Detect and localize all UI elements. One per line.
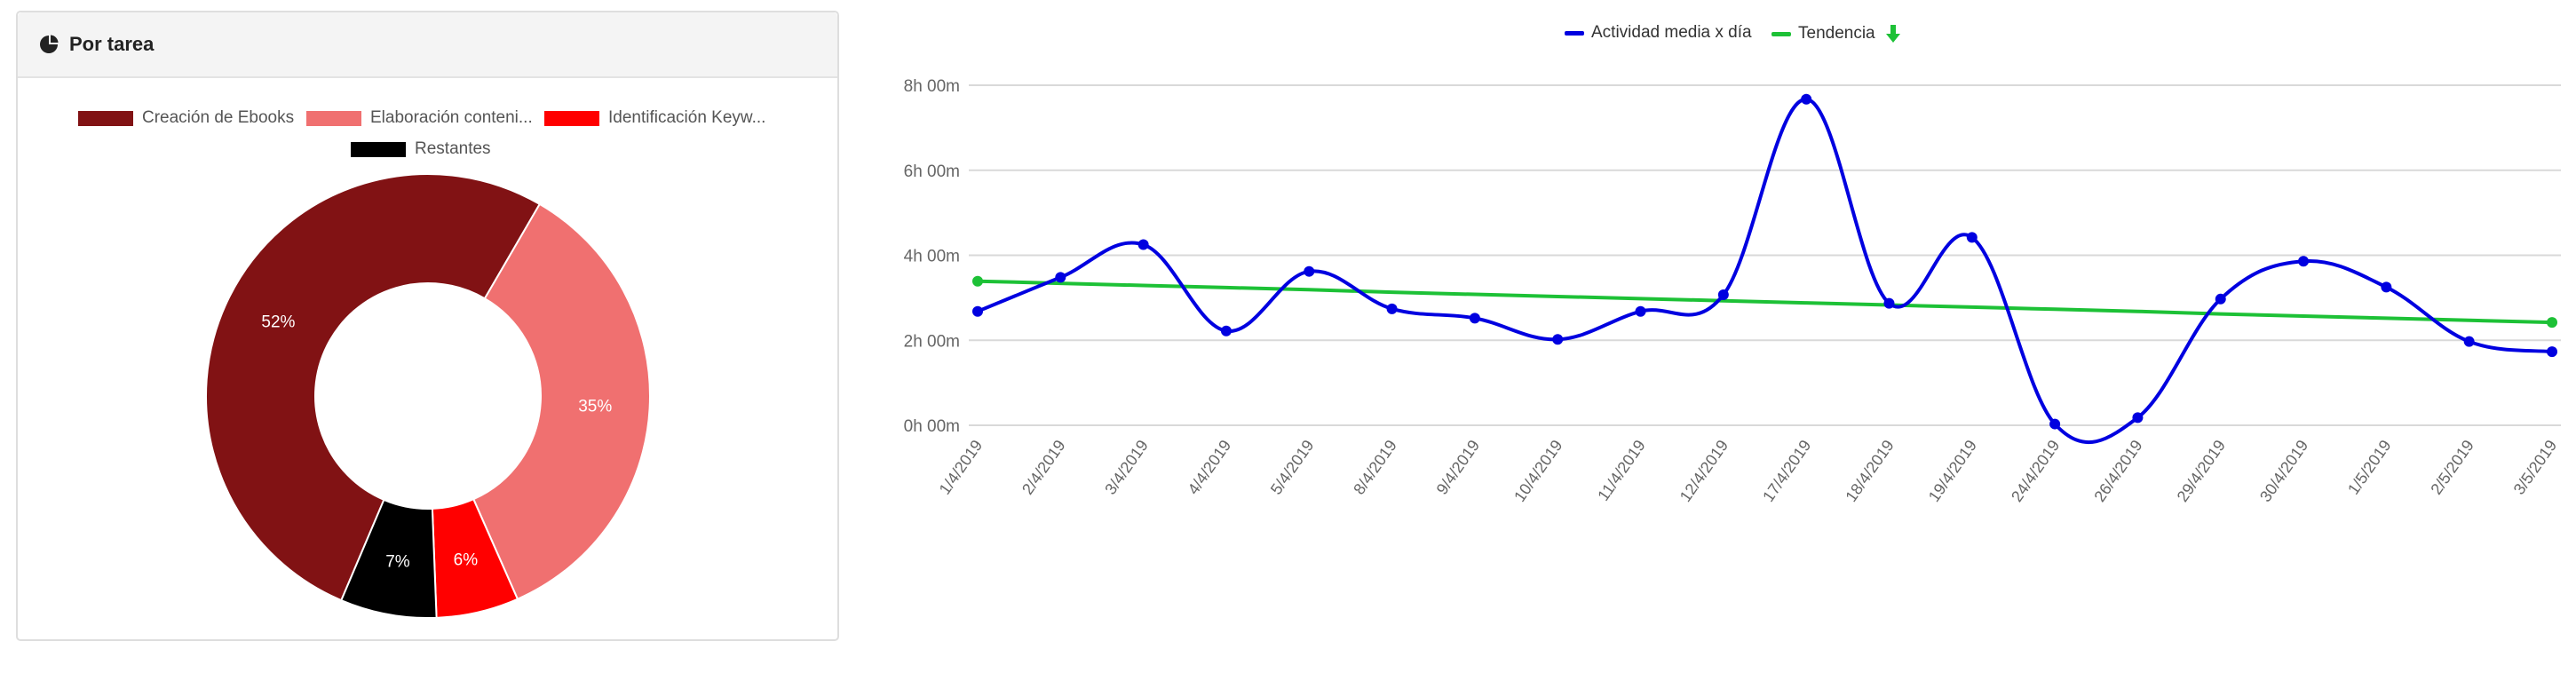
x-tick-label: 10/4/2019 [1510,437,1565,505]
y-tick-label: 4h 00m [904,248,960,266]
arrow-down-icon [1885,25,1900,43]
legend-label: Elaboración conteni... [370,108,533,127]
actividad-point[interactable] [2463,336,2475,347]
actividad-point[interactable] [1055,272,1066,283]
actividad-point[interactable] [1883,297,1895,309]
legend-label: Restantes [415,139,491,158]
legend-swatch [306,110,361,126]
actividad-point[interactable] [1386,303,1398,314]
actividad-point[interactable] [1717,289,1729,301]
x-tick-label: 26/4/2019 [2090,437,2145,505]
x-tick-label: 11/4/2019 [1594,437,1649,504]
actividad-point[interactable] [1966,232,1978,243]
actividad-point[interactable] [1304,265,1315,277]
series-line-actividad [977,97,2553,445]
legend-swatch [351,141,406,157]
pie-chart-icon [40,35,59,53]
x-tick-label: 12/4/2019 [1676,437,1732,505]
legend-swatch [78,110,133,126]
x-tick-label: 3/4/2019 [1101,437,1152,498]
actividad-point[interactable] [1635,305,1646,317]
legend-label: Creación de Ebooks [142,108,295,127]
y-tick-label: 8h 00m [904,77,960,96]
actividad-point[interactable] [2049,418,2061,430]
actividad-point[interactable] [2547,346,2557,358]
x-tick-label: 30/4/2019 [2256,437,2311,505]
x-tick-label: 8/4/2019 [1350,437,1400,498]
tendencia-point[interactable] [972,275,983,287]
actividad-point[interactable] [1469,313,1480,324]
legend-label: Identificación Keyw... [608,108,766,127]
actividad-point[interactable] [1801,93,1812,105]
x-tick-label: 29/4/2019 [2174,437,2229,505]
x-tick-label: 3/5/2019 [2510,437,2561,498]
actividad-point[interactable] [2298,256,2310,267]
donut-slice-4[interactable] [340,498,438,619]
actividad-point[interactable] [1137,239,1149,250]
x-tick-label: 19/4/2019 [1925,437,1980,505]
line-chart: 0h 00m 2h 00m 4h 00m 6h 00m 8h 00m 1/4/2019 2/… [904,77,2561,505]
donut-chart: 52% 35% 6% 7% [205,173,651,619]
y-tick-label: 0h 00m [904,417,960,436]
x-tick-label: 24/4/2019 [2008,437,2063,505]
donut-data-label: 7% [385,552,410,571]
legend-item-identificacion-keywords[interactable]: Identificación Keyw... [544,108,765,128]
legend-label: Actividad media x día [1591,23,1752,42]
actividad-point[interactable] [1552,334,1564,345]
actividad-point[interactable] [2381,281,2392,293]
panel-title: Por tarea [69,33,155,55]
actividad-point[interactable] [2215,293,2226,305]
x-tick-label: 2/4/2019 [1019,437,1069,498]
legend-item-creacion-ebooks[interactable]: Creación de Ebooks [78,108,294,128]
panel-header: Por tarea [18,12,837,78]
x-tick-label: 9/4/2019 [1433,437,1484,498]
x-tick-label: 17/4/2019 [1759,437,1814,505]
actividad-point[interactable] [972,305,983,317]
x-tick-label: 2/5/2019 [2427,437,2477,498]
legend-swatch [1771,31,1791,36]
x-tick-label: 1/4/2019 [936,437,987,498]
legend-item-elaboracion-contenidos[interactable]: Elaboración conteni... [306,108,533,128]
y-tick-label: 2h 00m [904,332,960,351]
series-line-tendencia [977,279,2553,325]
actividad-point[interactable] [2132,412,2144,424]
donut-slice-1[interactable] [205,173,542,602]
y-tick-label: 6h 00m [904,162,960,181]
tendencia-point[interactable] [2547,317,2557,329]
x-tick-label: 18/4/2019 [1842,437,1897,505]
x-tick-label: 1/5/2019 [2344,437,2395,498]
legend-item-restantes[interactable]: Restantes [351,139,491,159]
legend-item-tendencia[interactable]: Tendencia [1771,23,1904,44]
donut-data-label: 35% [578,398,612,416]
legend-swatch [1565,30,1584,36]
x-tick-label: 5/4/2019 [1267,437,1318,498]
actividad-point[interactable] [1220,325,1232,336]
x-tick-label: 4/4/2019 [1185,437,1235,498]
donut-data-label: 6% [454,551,479,570]
donut-slice-2[interactable] [472,202,651,601]
legend-item-actividad[interactable]: Actividad media x día [1565,23,1752,43]
legend-swatch [544,110,599,126]
donut-data-label: 52% [261,313,295,332]
legend-label: Tendencia [1798,24,1875,43]
